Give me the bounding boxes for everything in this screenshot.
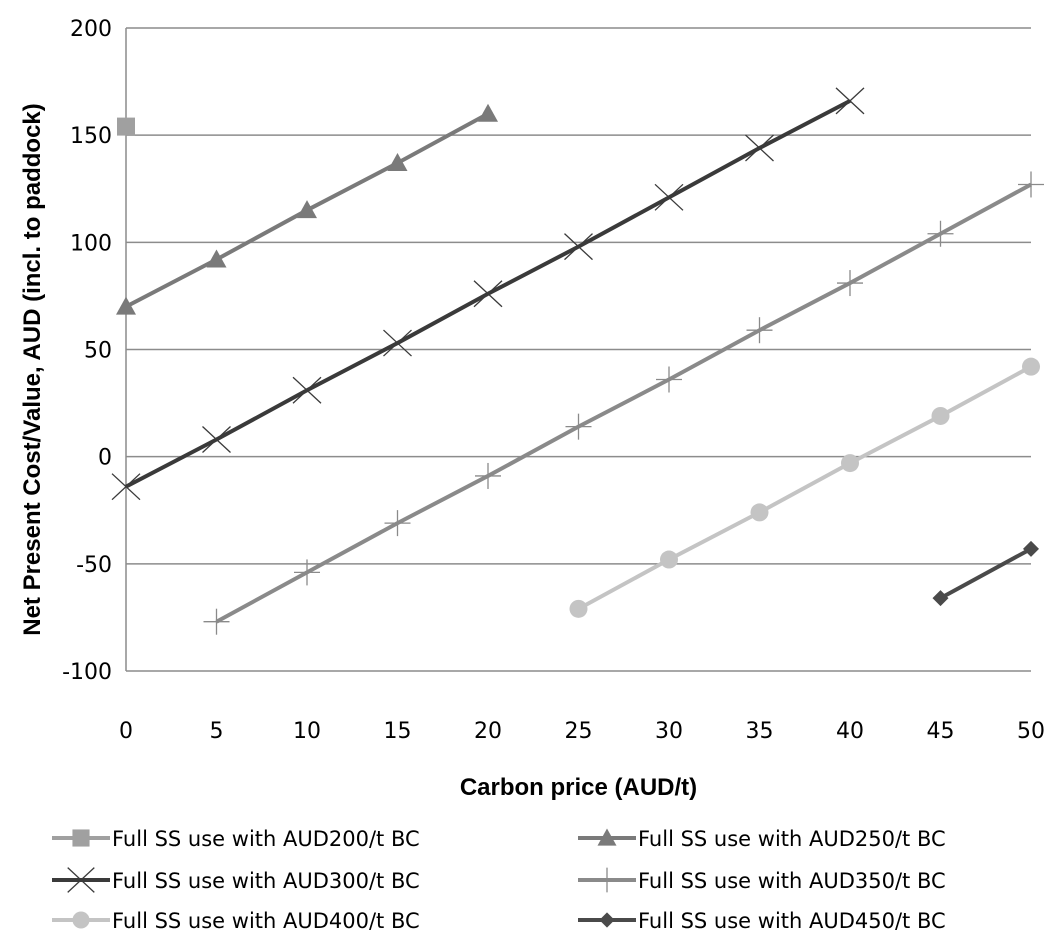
legend-label: Full SS use with AUD300/t BC [112,869,420,893]
x-marker [745,134,774,162]
circle-marker [841,454,859,473]
circle-marker [931,406,950,425]
legend-item: Full SS use with AUD350/t BC [578,867,946,893]
circle-marker [660,550,678,569]
series-1 [117,117,135,136]
plot-series [111,87,1044,635]
y-tick-label: 200 [70,17,112,42]
plus-marker [927,220,954,247]
plus-marker [1018,171,1044,198]
series-line [939,547,1032,600]
x-tick-label: 25 [565,719,593,744]
y-tick-label: 0 [98,446,112,471]
x-axis-title: Carbon price (AUD/t) [460,774,697,801]
x-tick-label: 30 [655,719,683,744]
legend-label: Full SS use with AUD350/t BC [638,869,946,893]
triangle-marker [597,828,617,846]
x-marker [202,426,231,453]
plus-marker [384,510,411,537]
plus-marker [837,270,863,297]
circle-marker [569,599,588,618]
tick-labels: 200 150 100 50 0 -50 -100 0 5 10 15 20 25 30 35 40 45 50 [62,17,1045,744]
x-tick-label: 45 [927,719,955,744]
gridlines [126,27,1031,672]
y-tick-label: 100 [70,231,112,256]
triangle-marker [478,103,498,122]
legend: Full SS use with AUD200/t BC Full SS use … [52,827,946,933]
plus-marker [203,608,230,635]
y-tick-label: 150 [70,124,112,149]
diamond-marker [932,590,949,607]
diamond-marker [1023,540,1039,557]
legend-item: Full SS use with AUD250/t BC [578,827,946,851]
legend-label: Full SS use with AUD200/t BC [112,827,420,851]
x-tick-label: 5 [210,719,224,744]
plus-marker [656,366,682,393]
x-marker [835,87,865,115]
plus-marker [294,559,320,586]
triangle-marker [116,296,136,315]
legend-item: Full SS use with AUD300/t BC [52,867,420,893]
series-4 [203,171,1044,635]
series-5 [569,357,1040,618]
x-tick-label: 10 [293,719,321,744]
plus-marker [565,413,592,440]
series-6 [932,540,1039,607]
legend-label: Full SS use with AUD400/t BC [112,909,420,933]
circle-marker [750,503,769,522]
x-tick-label: 15 [384,719,412,744]
square-marker [117,117,135,136]
triangle-marker [297,200,317,219]
legend-item: Full SS use with AUD200/t BC [52,827,420,851]
series-2 [116,103,498,315]
plus-marker [594,867,620,893]
y-axis-title: Net Present Cost/Value, AUD (incl. to pa… [19,103,46,636]
x-tick-label: 35 [746,719,774,744]
series-line [215,182,1032,624]
x-marker [111,473,141,501]
x-marker [292,376,322,404]
y-tick-label: 50 [84,339,112,364]
x-marker [67,867,95,893]
y-tick-label: -100 [62,660,112,685]
x-marker [564,233,593,261]
x-tick-label: 20 [474,719,502,744]
circle-marker [1022,357,1040,376]
y-tick-label: -50 [76,553,112,578]
legend-item: Full SS use with AUD450/t BC [578,909,946,933]
plus-marker [746,317,773,344]
x-marker [383,329,412,357]
series-3 [111,87,865,501]
diamond-marker [599,912,615,928]
x-marker [654,183,684,211]
square-marker [72,829,90,847]
x-tick-label: 40 [836,719,864,744]
legend-item: Full SS use with AUD400/t BC [52,909,420,933]
triangle-marker [387,153,408,172]
legend-label: Full SS use with AUD250/t BC [638,827,946,851]
series-line [577,364,1032,611]
x-tick-label: 0 [119,719,133,744]
x-tick-label: 50 [1017,719,1045,744]
legend-label: Full SS use with AUD450/t BC [638,909,946,933]
plus-marker [475,462,501,489]
triangle-marker [206,249,227,268]
circle-marker [72,911,90,929]
x-marker [473,280,503,308]
